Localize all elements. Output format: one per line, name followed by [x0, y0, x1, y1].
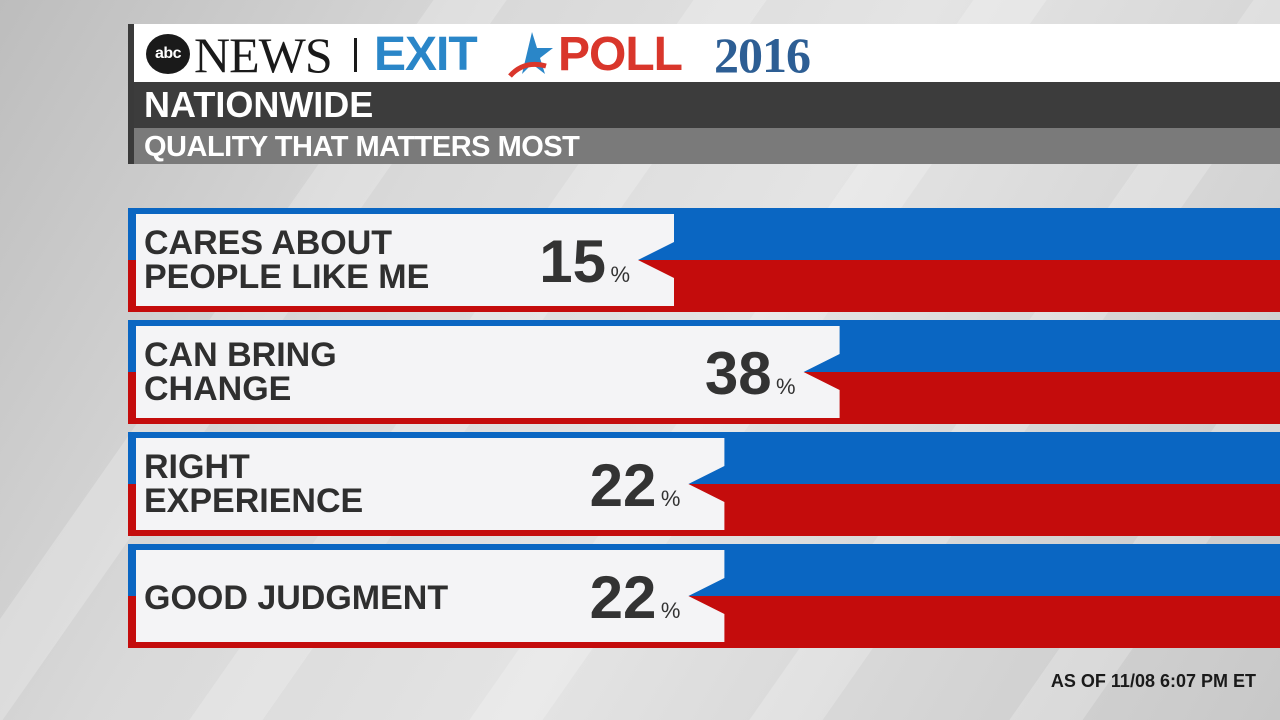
abc-logo: abc: [146, 34, 190, 74]
bar-percent-sign: %: [661, 598, 681, 623]
as-of-timestamp: AS OF 11/08 6:07 PM ET: [1050, 671, 1256, 691]
title-row: NATIONWIDE: [134, 82, 1280, 128]
bar-percent-sign: %: [776, 374, 796, 399]
page-subtitle: QUALITY THAT MATTERS MOST: [144, 131, 580, 163]
subtitle-row: QUALITY THAT MATTERS MOST: [134, 128, 1280, 164]
bar-category-label: CARES ABOUT: [144, 224, 392, 262]
bar-value-panel: [136, 550, 725, 642]
bar-value-label: 22: [590, 452, 657, 519]
bar-category-label: RIGHT: [144, 448, 250, 486]
bar-category-label: EXPERIENCE: [144, 482, 363, 520]
star-icon: [508, 32, 553, 78]
bar-value-panel: [136, 326, 840, 418]
bar-value-panel: [136, 438, 725, 530]
poll-logo-text: POLL: [558, 28, 683, 81]
bar-value-label: 38: [705, 340, 772, 407]
header-accent-bar: [128, 24, 134, 164]
year-logo-text: 2016: [714, 27, 811, 83]
logo-row: abc NEWS EXIT POLL 2016: [134, 24, 1280, 82]
bar-value-panel: [136, 214, 674, 306]
bar-value-label: 15: [539, 228, 606, 295]
bar-category-label: CHANGE: [144, 370, 291, 408]
news-logo-text: NEWS: [194, 27, 333, 83]
logo-divider: [354, 38, 357, 72]
exit-logo-text: EXIT: [374, 28, 478, 81]
bar-percent-sign: %: [610, 262, 630, 287]
bar-category-label: PEOPLE LIKE ME: [144, 258, 429, 296]
bar-percent-sign: %: [661, 486, 681, 511]
bar-category-label: GOOD JUDGMENT: [144, 579, 448, 617]
page-title: NATIONWIDE: [144, 84, 374, 125]
bar-category-label: CAN BRING: [144, 336, 337, 374]
header: abc NEWS EXIT POLL 2016 NATIONWIDE QUALI…: [128, 24, 1280, 164]
bar-value-label: 22: [590, 564, 657, 631]
